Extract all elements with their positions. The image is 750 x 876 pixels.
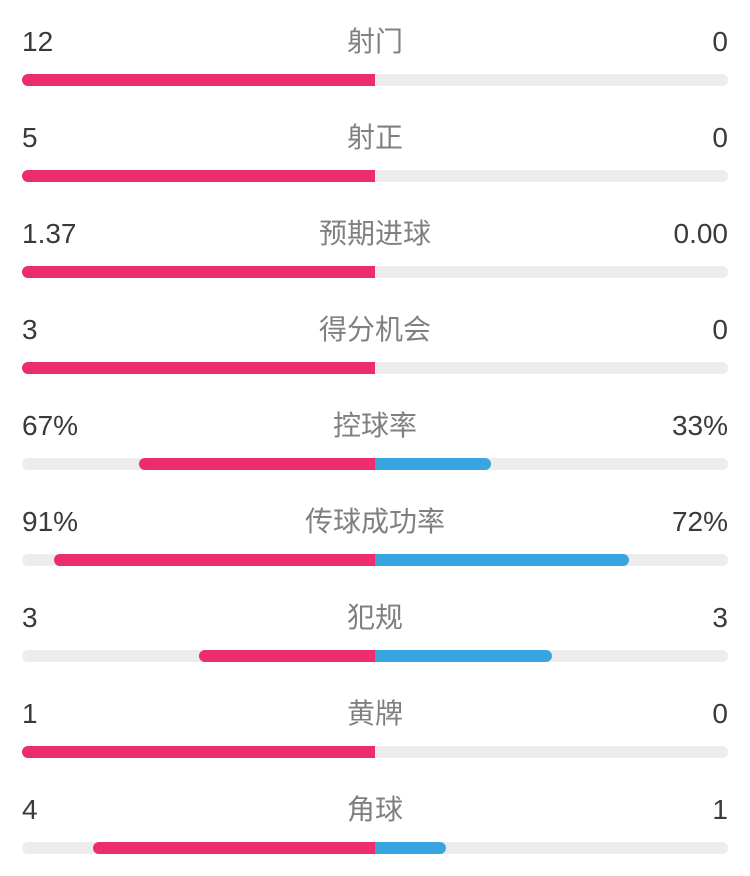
- stat-value-right: 0: [638, 698, 728, 730]
- stat-bar-left-fill: [22, 266, 375, 278]
- stat-bar-right-track: [375, 746, 728, 758]
- stat-bar: [22, 554, 728, 566]
- match-stats-panel: 12射门05射正01.37预期进球0.003得分机会067%控球率33%91%传…: [22, 20, 728, 854]
- stat-header: 1.37预期进球0.00: [22, 212, 728, 252]
- stat-value-right: 72%: [638, 506, 728, 538]
- stat-bar-left-fill: [22, 746, 375, 758]
- stat-bar-right-fill: [375, 458, 491, 470]
- stat-value-right: 1: [638, 794, 728, 826]
- stat-bar: [22, 170, 728, 182]
- stat-value-right: 0.00: [638, 218, 728, 250]
- stat-bar-left-fill: [22, 362, 375, 374]
- stat-bar-right-track: [375, 650, 728, 662]
- stat-bar-left-fill: [54, 554, 375, 566]
- stat-label: 黄牌: [112, 692, 638, 732]
- stat-bar-left-track: [22, 746, 375, 758]
- stat-header: 5射正0: [22, 116, 728, 156]
- stat-bar-right-fill: [375, 842, 446, 854]
- stat-label: 射正: [112, 116, 638, 156]
- stat-bar: [22, 74, 728, 86]
- stat-row: 3犯规3: [22, 596, 728, 662]
- stat-row: 1.37预期进球0.00: [22, 212, 728, 278]
- stat-bar-right-fill: [375, 554, 629, 566]
- stat-bar: [22, 458, 728, 470]
- stat-bar: [22, 650, 728, 662]
- stat-value-right: 33%: [638, 410, 728, 442]
- stat-bar-left-track: [22, 74, 375, 86]
- stat-row: 4角球1: [22, 788, 728, 854]
- stat-header: 3犯规3: [22, 596, 728, 636]
- stat-bar-left-fill: [22, 74, 375, 86]
- stat-bar-right-track: [375, 554, 728, 566]
- stat-header: 4角球1: [22, 788, 728, 828]
- stat-header: 67%控球率33%: [22, 404, 728, 444]
- stat-label: 传球成功率: [112, 500, 638, 540]
- stat-label: 控球率: [112, 404, 638, 444]
- stat-value-left: 3: [22, 602, 112, 634]
- stat-bar-left-track: [22, 266, 375, 278]
- stat-bar-left-track: [22, 554, 375, 566]
- stat-header: 12射门0: [22, 20, 728, 60]
- stat-bar-left-fill: [139, 458, 376, 470]
- stat-bar-left-track: [22, 362, 375, 374]
- stat-bar-left-track: [22, 650, 375, 662]
- stat-row: 3得分机会0: [22, 308, 728, 374]
- stat-bar-left-track: [22, 842, 375, 854]
- stat-bar-right-fill: [375, 650, 552, 662]
- stat-label: 射门: [112, 20, 638, 60]
- stat-value-right: 0: [638, 26, 728, 58]
- stat-header: 3得分机会0: [22, 308, 728, 348]
- stat-label: 预期进球: [112, 212, 638, 252]
- stat-bar-left-fill: [93, 842, 375, 854]
- stat-label: 角球: [112, 788, 638, 828]
- stat-bar-right-track: [375, 74, 728, 86]
- stat-bar-right-track: [375, 458, 728, 470]
- stat-value-left: 67%: [22, 410, 112, 442]
- stat-value-left: 12: [22, 26, 112, 58]
- stat-row: 12射门0: [22, 20, 728, 86]
- stat-row: 67%控球率33%: [22, 404, 728, 470]
- stat-value-left: 5: [22, 122, 112, 154]
- stat-bar: [22, 746, 728, 758]
- stat-value-left: 1.37: [22, 218, 112, 250]
- stat-row: 1黄牌0: [22, 692, 728, 758]
- stat-bar-right-track: [375, 266, 728, 278]
- stat-bar: [22, 266, 728, 278]
- stat-label: 犯规: [112, 596, 638, 636]
- stat-bar-left-fill: [22, 170, 375, 182]
- stat-value-right: 3: [638, 602, 728, 634]
- stat-bar-left-fill: [199, 650, 376, 662]
- stat-bar-right-track: [375, 842, 728, 854]
- stat-bar-right-track: [375, 170, 728, 182]
- stat-value-right: 0: [638, 314, 728, 346]
- stat-value-left: 3: [22, 314, 112, 346]
- stat-value-left: 91%: [22, 506, 112, 538]
- stat-value-left: 1: [22, 698, 112, 730]
- stat-header: 1黄牌0: [22, 692, 728, 732]
- stat-row: 5射正0: [22, 116, 728, 182]
- stat-bar-left-track: [22, 170, 375, 182]
- stat-row: 91%传球成功率72%: [22, 500, 728, 566]
- stat-bar: [22, 842, 728, 854]
- stat-value-right: 0: [638, 122, 728, 154]
- stat-header: 91%传球成功率72%: [22, 500, 728, 540]
- stat-bar-right-track: [375, 362, 728, 374]
- stat-value-left: 4: [22, 794, 112, 826]
- stat-bar: [22, 362, 728, 374]
- stat-label: 得分机会: [112, 308, 638, 348]
- stat-bar-left-track: [22, 458, 375, 470]
